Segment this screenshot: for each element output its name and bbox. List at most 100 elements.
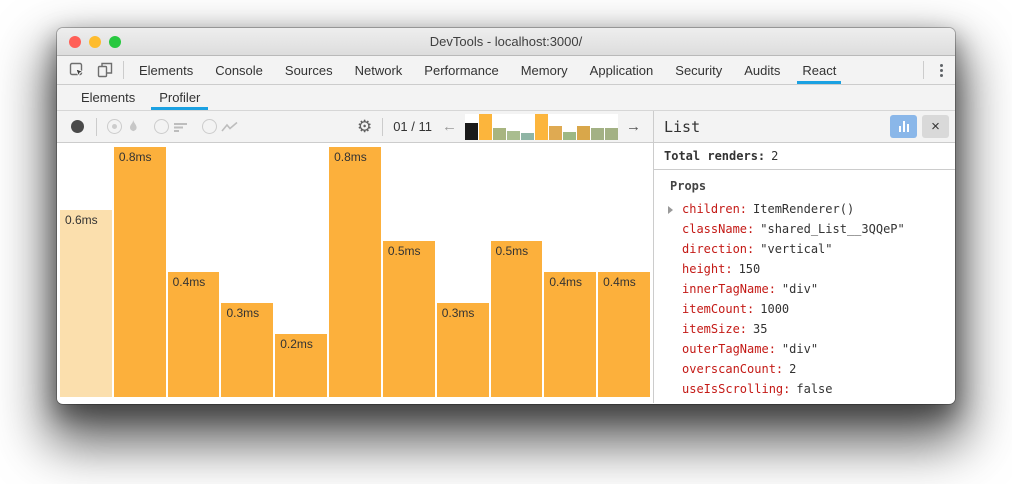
commit-bar-0.5ms[interactable]: 0.5ms: [490, 241, 543, 397]
snapshot-bar-6[interactable]: [535, 113, 548, 140]
ranked-radio[interactable]: [154, 119, 169, 134]
props-section: Props children: ItemRenderer() className: "…: [654, 170, 955, 403]
tab-performance[interactable]: Performance: [424, 62, 499, 78]
snapshot-bar-7[interactable]: [549, 125, 562, 140]
snapshot-bar-10[interactable]: [591, 127, 604, 140]
prop-value: "div": [781, 282, 819, 296]
profiler-toolbar: ⚙ 01 / 11 ← →: [57, 111, 653, 143]
prop-name: innerTagName:: [682, 282, 776, 296]
prop-name: useIsScrolling:: [682, 382, 791, 396]
prop-value: "shared_List__3QQeP": [760, 222, 905, 236]
record-icon[interactable]: [71, 120, 84, 133]
commit-bar-0.2ms[interactable]: 0.2ms: [275, 334, 328, 397]
flamegraph-radio[interactable]: [107, 119, 122, 134]
profiler-main-row: ⚙ 01 / 11 ← → 0.6ms 0.8ms 0.4ms 0.3ms 0.2ms 0…: [57, 111, 955, 403]
next-snapshot-icon[interactable]: →: [626, 118, 641, 135]
prop-row-overscanCount: overscanCount: 2: [664, 359, 955, 379]
prop-row-children: children: ItemRenderer(): [664, 199, 955, 219]
subtab-profiler[interactable]: Profiler: [147, 85, 212, 110]
zoom-window-button[interactable]: [109, 35, 121, 48]
settings-gear-icon[interactable]: ⚙: [356, 117, 373, 136]
minimize-window-button[interactable]: [89, 35, 101, 48]
prop-name: width:: [682, 402, 725, 403]
inspect-element-icon[interactable]: [63, 56, 91, 84]
flame-icon[interactable]: [126, 119, 140, 134]
tab-react[interactable]: React: [791, 56, 847, 84]
commit-bar-0.6ms[interactable]: 0.6ms: [60, 210, 112, 397]
toolbar-separator: [923, 61, 924, 79]
prop-row-useIsScrolling: useIsScrolling: false: [664, 379, 955, 399]
component-sidebar: List × Total renders: 2 Props children: I…: [653, 111, 955, 403]
prop-value: 35: [753, 322, 768, 336]
tab-network[interactable]: Network: [354, 62, 403, 78]
close-window-button[interactable]: [69, 35, 81, 48]
bar-value-label: 0.5ms: [495, 244, 529, 258]
tab-audits[interactable]: Audits: [744, 62, 781, 78]
close-sidebar-button[interactable]: ×: [922, 115, 949, 138]
traffic-lights: [69, 28, 121, 55]
tab-security[interactable]: Security: [675, 62, 723, 78]
devtools-window: DevTools - localhost:3000/ Elements Conso…: [57, 28, 955, 404]
bar-value-label: 0.3ms: [441, 306, 475, 320]
commit-bar-0.4ms[interactable]: 0.4ms: [598, 272, 650, 397]
tab-sources[interactable]: Sources: [284, 62, 333, 78]
more-options-icon[interactable]: [928, 56, 955, 84]
subtab-elements[interactable]: Elements: [81, 90, 136, 105]
commit-bar-0.4ms[interactable]: 0.4ms: [544, 272, 597, 397]
title-bar: DevTools - localhost:3000/: [57, 28, 955, 56]
snapshot-bar-9[interactable]: [577, 125, 590, 140]
prop-value: 150: [738, 262, 761, 276]
prop-name: itemCount:: [682, 302, 755, 316]
snapshot-bar-8[interactable]: [563, 131, 576, 140]
prop-name: children:: [682, 202, 748, 216]
expand-arrow-icon[interactable]: [668, 206, 673, 214]
main-tabs: Elements Console Sources Network Performance…: [128, 56, 847, 84]
interactions-chart-icon[interactable]: [221, 121, 239, 133]
commit-bar-0.3ms[interactable]: 0.3ms: [436, 303, 489, 397]
snapshot-bar-3[interactable]: [493, 127, 506, 140]
previous-snapshot-icon[interactable]: ←: [442, 118, 457, 135]
prop-row-outerTagName: outerTagName: "div": [664, 339, 955, 359]
tab-console[interactable]: Console: [215, 62, 263, 78]
bar-value-label: 0.4ms: [603, 275, 636, 289]
prop-name: outerTagName:: [682, 342, 776, 356]
snapshot-bar-11[interactable]: [605, 127, 618, 140]
toolbar-separator: [382, 117, 384, 136]
tab-elements[interactable]: Elements: [139, 62, 194, 78]
ranked-chart-icon[interactable]: [173, 121, 188, 133]
commit-bar-0.5ms[interactable]: 0.5ms: [382, 241, 435, 397]
props-list: children: ItemRenderer() className: "shared…: [664, 199, 955, 403]
prop-value: "vertical": [760, 242, 833, 256]
prop-row-innerTagName: innerTagName: "div": [664, 279, 955, 299]
prop-name: overscanCount:: [682, 362, 784, 376]
prop-row-height: height: 150: [664, 259, 955, 279]
bar-chart-icon: [898, 121, 909, 132]
tab-memory[interactable]: Memory: [520, 62, 568, 78]
snapshot-strip-chart[interactable]: [465, 113, 618, 140]
prop-row-direction: direction: "vertical": [664, 239, 955, 259]
prop-value: "div": [781, 342, 819, 356]
bar-value-label: 0.5ms: [387, 244, 421, 258]
snapshot-bar-2[interactable]: [479, 113, 492, 140]
commit-bar-0.8ms[interactable]: 0.8ms: [113, 147, 166, 397]
bar-value-label: 0.3ms: [226, 306, 260, 320]
prop-value: ItemRenderer(): [753, 202, 855, 216]
bar-value-label: 0.4ms: [172, 275, 206, 289]
device-toolbar-icon[interactable]: [91, 56, 119, 84]
interactions-radio[interactable]: [202, 119, 217, 134]
prop-row-width: width: 300: [664, 399, 955, 403]
prop-name: className:: [682, 222, 755, 236]
view-component-chart-button[interactable]: [890, 115, 917, 138]
prop-value: 1000: [760, 302, 790, 316]
snapshot-bar-5[interactable]: [521, 132, 534, 140]
prop-row-itemSize: itemSize: 35: [664, 319, 955, 339]
snapshot-bar-4[interactable]: [507, 130, 520, 140]
tab-application[interactable]: Application: [589, 62, 654, 78]
commit-bar-0.3ms[interactable]: 0.3ms: [221, 303, 274, 397]
commit-bar-0.8ms[interactable]: 0.8ms: [329, 147, 381, 397]
snapshot-bar-1[interactable]: [465, 122, 478, 140]
profiler-pane: ⚙ 01 / 11 ← → 0.6ms 0.8ms 0.4ms 0.3ms 0.2ms 0…: [57, 111, 653, 403]
commit-bar-0.4ms[interactable]: 0.4ms: [167, 272, 220, 397]
prop-value: 300: [731, 402, 753, 403]
